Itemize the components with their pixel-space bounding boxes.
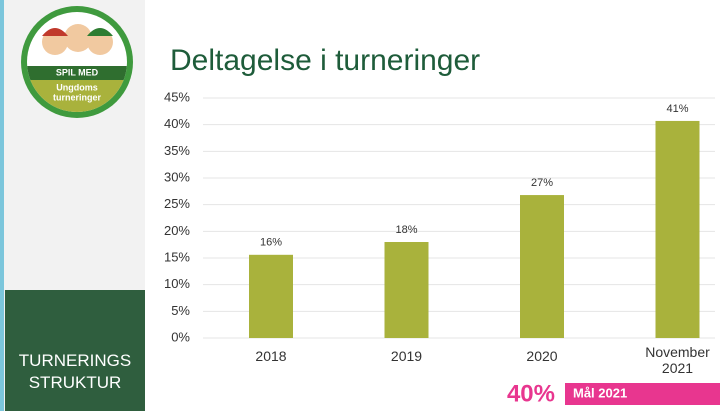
goal-value: 40% — [507, 380, 555, 407]
sidebar-accent — [0, 0, 4, 411]
y-tick-label: 15% — [164, 249, 190, 264]
bar — [384, 242, 429, 338]
chart-title: Deltagelse i turneringer — [170, 44, 480, 77]
y-tick-label: 25% — [164, 196, 190, 211]
y-tick-label: 20% — [164, 223, 190, 238]
y-tick-label: 40% — [164, 116, 190, 131]
sidebar-label: STRUKTUR — [28, 373, 122, 392]
bar — [655, 120, 700, 338]
x-tick-label: November 2021 — [645, 344, 710, 376]
logo-top: SPIL MED — [56, 67, 99, 77]
goal-text: Mål 2021 — [573, 385, 627, 400]
x-tick-label: 2019 — [390, 348, 423, 364]
bar — [249, 254, 293, 338]
x-tick-label: 2020 — [526, 348, 558, 364]
sidebar-box — [5, 290, 145, 411]
value-label: 27% — [531, 177, 553, 189]
value-label: 18% — [395, 224, 417, 236]
y-tick-label: 10% — [164, 276, 190, 291]
goal-box — [565, 383, 720, 405]
y-tick-label: 30% — [164, 169, 190, 184]
value-label: 41% — [666, 103, 688, 115]
y-tick-label: 0% — [171, 329, 190, 344]
y-tick-label: 45% — [164, 89, 190, 104]
logo-text: turneringer — [53, 92, 102, 102]
sidebar-label: TURNERINGS — [18, 351, 132, 370]
logo-text: Ungdoms — [56, 82, 98, 92]
x-tick-label: 2018 — [255, 348, 287, 364]
value-label: 16% — [260, 237, 282, 249]
bar — [520, 195, 564, 338]
y-tick-label: 35% — [164, 143, 190, 158]
y-tick-label: 5% — [171, 303, 190, 318]
